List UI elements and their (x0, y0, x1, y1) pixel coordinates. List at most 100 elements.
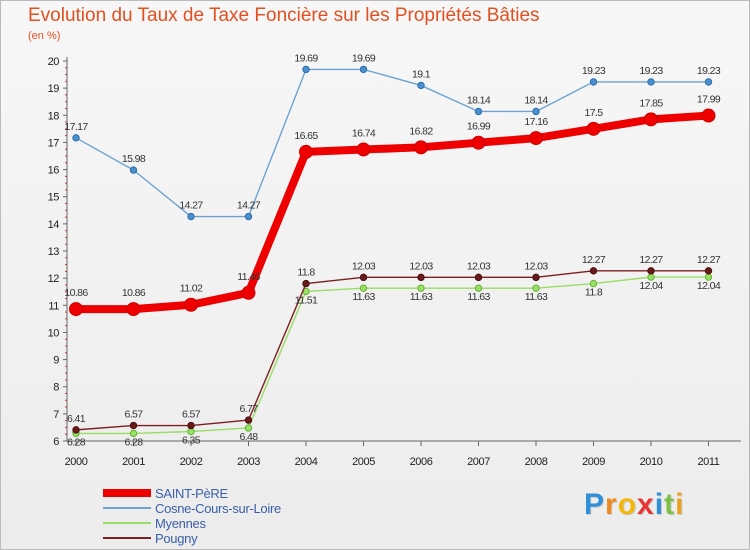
data-point (647, 267, 655, 275)
data-point (417, 284, 425, 292)
x-tick-label: 2002 (180, 456, 203, 468)
logo-letter: r (605, 488, 618, 521)
data-point (241, 285, 256, 300)
y-tick-label: 20 (48, 56, 60, 68)
data-label: 12.03 (352, 260, 376, 272)
y-tick-label: 11 (48, 300, 59, 312)
data-label: 6.77 (239, 403, 258, 415)
data-label: 12.04 (639, 280, 663, 292)
data-point (644, 112, 658, 127)
data-point (704, 267, 713, 275)
data-point (532, 273, 540, 282)
data-point (302, 65, 310, 74)
logo-letter: x (637, 488, 655, 521)
data-point (72, 134, 80, 142)
series-line-1 (75, 68, 710, 218)
data-label: 18.14 (524, 94, 548, 106)
data-label: 17.99 (697, 94, 721, 106)
data-point (704, 78, 713, 86)
data-label: 17.16 (524, 116, 548, 128)
y-tick-label: 10 (48, 327, 60, 339)
y-tick-label: 13 (48, 246, 60, 258)
x-tick-label: 2003 (237, 456, 260, 468)
data-point (244, 424, 253, 432)
chart-title: Evolution du Taux de Taxe Foncière sur l… (28, 5, 540, 26)
y-tick-label: 7 (53, 409, 59, 421)
data-point (356, 142, 371, 157)
data-point (532, 284, 540, 292)
x-tick-label: 2000 (65, 456, 88, 468)
data-point (187, 421, 195, 430)
legend-label: Cosne-Cours-sur-Loire (155, 501, 281, 516)
x-tick-label: 2008 (525, 456, 548, 468)
y-tick-label: 15 (48, 192, 60, 204)
data-point (532, 107, 540, 116)
data-label: 14.27 (237, 200, 261, 212)
data-point (474, 107, 483, 116)
data-point (129, 421, 138, 430)
data-point (72, 426, 80, 434)
data-point (244, 212, 253, 221)
data-label: 19.69 (294, 52, 318, 64)
data-label: 17.85 (639, 97, 663, 109)
data-label: 15.98 (122, 153, 146, 165)
data-point (414, 140, 428, 155)
data-label: 11.63 (410, 291, 433, 303)
logo-letter: o (617, 488, 638, 521)
data-label: 19.23 (639, 65, 663, 77)
x-tick-label: 2009 (582, 456, 605, 468)
data-label: 19.23 (697, 65, 721, 77)
data-point (417, 273, 425, 282)
legend-label: Myennes (155, 516, 206, 531)
data-label: 12.04 (697, 280, 721, 292)
series-line-2 (75, 276, 710, 435)
data-label: 12.03 (467, 260, 491, 272)
legend-label: SAINT-PèRE (155, 486, 228, 501)
x-tick-label: 2001 (122, 456, 145, 468)
logo-letter: i (675, 488, 685, 521)
data-label: 12.03 (409, 260, 433, 272)
data-label: 12.27 (582, 254, 606, 266)
data-point (589, 78, 598, 86)
data-label: 16.65 (294, 130, 318, 142)
data-label: 12.27 (639, 254, 663, 266)
data-point (586, 121, 601, 136)
data-label: 19.69 (352, 52, 376, 64)
data-label: 12.27 (697, 254, 721, 266)
data-label: 11.8 (297, 267, 315, 279)
data-label: 14.27 (179, 200, 203, 212)
data-point (69, 302, 83, 317)
x-tick-label: 2004 (295, 456, 318, 468)
data-label: 6.57 (124, 409, 143, 421)
y-tick-label: 16 (48, 165, 60, 177)
data-label: 11.63 (467, 291, 490, 303)
y-tick-label: 9 (53, 355, 59, 367)
data-point (126, 302, 141, 317)
data-point (244, 416, 253, 424)
data-point (129, 429, 138, 438)
data-label: 16.99 (467, 121, 491, 133)
x-tick-label: 2005 (352, 456, 375, 468)
data-point (589, 279, 598, 288)
data-label: 6.57 (182, 409, 201, 421)
x-tick-label: 2007 (467, 456, 490, 468)
x-tick-label: 2010 (640, 456, 663, 468)
data-label: 16.74 (352, 127, 376, 139)
data-label: 16.82 (409, 125, 433, 137)
data-label: 11.8 (585, 287, 603, 299)
y-tick-label: 12 (48, 273, 60, 285)
data-point (299, 144, 313, 159)
data-label: 12.03 (524, 260, 548, 272)
y-tick-label: 18 (48, 110, 60, 122)
data-point (359, 65, 368, 74)
series-line-0 (72, 111, 713, 314)
data-label: 17.5 (584, 107, 603, 119)
data-point (417, 81, 425, 90)
logo-letter: P (584, 488, 606, 521)
data-point (359, 273, 368, 282)
data-label: 11.63 (352, 291, 375, 303)
data-label: 6.41 (67, 413, 86, 425)
data-label: 6.35 (182, 435, 201, 447)
data-label: 6.28 (124, 436, 143, 448)
